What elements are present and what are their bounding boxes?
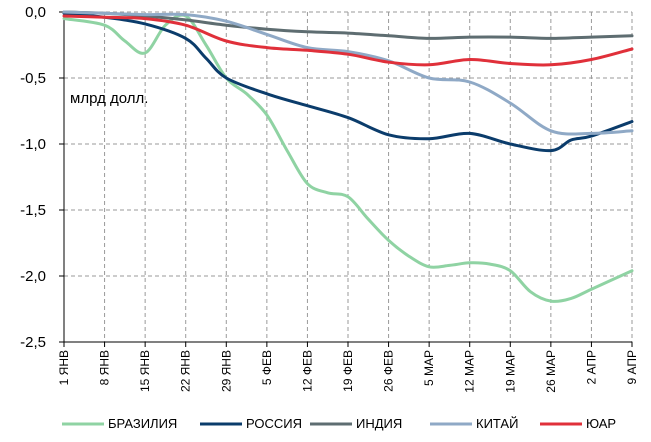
x-tick-label: 8 ЯНВ	[98, 350, 112, 385]
y-tick-label: -1,0	[20, 136, 46, 153]
series-lines	[62, 10, 634, 303]
grid-lines	[63, 11, 633, 342]
series-line-4	[62, 10, 634, 136]
x-tick-label: 5 ФЕВ	[260, 350, 274, 385]
y-tick-label: 0,0	[25, 4, 46, 21]
x-tick-label: 26 ФЕВ	[382, 350, 396, 392]
y-tick-label: -2,0	[20, 268, 46, 285]
series-line-2	[62, 11, 634, 153]
y-tick-label: -0,5	[20, 70, 46, 87]
x-tick-label: 19 ФЕВ	[341, 350, 355, 392]
x-tick-label: 19 МАР	[503, 350, 517, 393]
y-axis-unit-label: млрд долл.	[70, 90, 148, 107]
y-tick-label: -1,5	[20, 202, 46, 219]
x-tick-label: 22 ЯНВ	[179, 350, 193, 392]
x-tick-label: 5 МАР	[422, 350, 436, 386]
series-line-5	[62, 14, 634, 67]
x-tick-label: 29 ЯНВ	[219, 350, 233, 392]
x-axis-ticks: 1 ЯНВ 8 ЯНВ 15 ЯНВ 22 ЯНВ 29 ЯНВ 5 ФЕВ 12 ФЕВ 1…	[57, 350, 639, 393]
x-tick-label: 26 МАР	[544, 350, 558, 393]
y-tick-label: -2,5	[20, 334, 46, 351]
legend-label: БРАЗИЛИЯ	[108, 416, 177, 431]
legend-label: ЮАР	[586, 416, 616, 431]
legend-label: КИТАЙ	[476, 416, 518, 431]
x-tick-label: 15 ЯНВ	[138, 350, 152, 392]
x-tick-label: 12 МАР	[463, 350, 477, 393]
x-tick-label: 12 ФЕВ	[300, 350, 314, 392]
series-line-3	[62, 10, 634, 40]
x-tick-label: 1 ЯНВ	[57, 350, 71, 385]
x-tick-label: 9 АПР	[625, 350, 639, 385]
legend-label: РОССИЯ	[246, 416, 302, 431]
legend: БРАЗИЛИЯ РОССИЯ ИНДИЯ КИТАЙ ЮАР	[62, 416, 616, 431]
x-tick-label: 2 АПР	[584, 350, 598, 385]
y-axis-ticks: 0,0 -0,5 -1,0 -1,5 -2,0 -2,5	[20, 4, 46, 351]
series-line-1	[62, 13, 634, 303]
legend-label: ИНДИЯ	[356, 416, 402, 431]
